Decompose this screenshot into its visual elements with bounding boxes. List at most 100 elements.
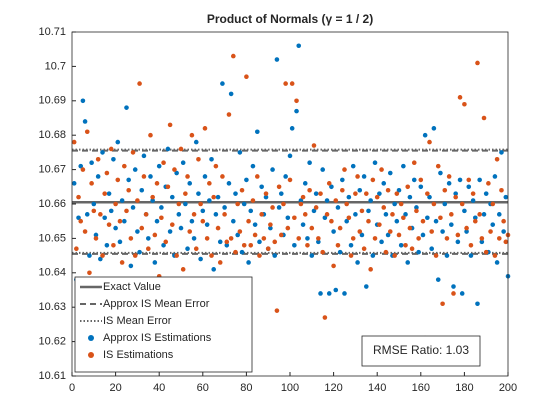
point xyxy=(74,246,79,252)
point xyxy=(233,191,238,196)
point xyxy=(398,242,404,248)
point xyxy=(387,229,393,234)
point xyxy=(433,218,439,224)
point xyxy=(435,163,441,169)
point xyxy=(429,229,435,234)
point xyxy=(248,208,254,214)
point xyxy=(364,284,369,289)
chart-title: Product of Normals (γ = 1 / 2) xyxy=(207,12,373,26)
point xyxy=(468,242,474,248)
point xyxy=(191,236,197,241)
point xyxy=(431,201,437,207)
point xyxy=(163,239,169,245)
point xyxy=(254,174,260,179)
point xyxy=(117,239,123,245)
y-tick-label: 10.67 xyxy=(38,164,66,176)
point xyxy=(324,198,330,203)
point xyxy=(501,229,506,234)
point xyxy=(93,236,99,241)
point xyxy=(95,156,101,162)
point xyxy=(176,212,182,217)
point xyxy=(318,291,323,296)
point xyxy=(411,177,417,183)
point xyxy=(457,95,463,100)
point xyxy=(483,249,489,255)
x-tick-label: 160 xyxy=(412,382,430,394)
point xyxy=(100,150,105,155)
point xyxy=(87,270,92,276)
x-tick-label: 120 xyxy=(324,382,342,394)
point xyxy=(159,215,164,221)
point xyxy=(124,105,129,110)
point xyxy=(407,225,413,231)
x-tick-label: 200 xyxy=(499,382,517,394)
point xyxy=(392,201,397,207)
point xyxy=(440,229,445,234)
point xyxy=(353,191,358,196)
point xyxy=(165,146,171,152)
point xyxy=(442,201,448,207)
point xyxy=(300,222,306,227)
point xyxy=(167,122,173,128)
point xyxy=(494,156,500,162)
point xyxy=(148,132,153,138)
point xyxy=(366,218,371,224)
point xyxy=(372,160,378,166)
point xyxy=(241,242,247,248)
point xyxy=(139,187,145,193)
point xyxy=(361,246,367,252)
point xyxy=(76,215,81,221)
point xyxy=(453,194,458,200)
point xyxy=(344,218,349,224)
point xyxy=(449,212,454,217)
point xyxy=(418,184,424,190)
point xyxy=(71,139,77,145)
point xyxy=(385,187,391,193)
point xyxy=(427,139,432,145)
point xyxy=(196,156,201,162)
y-tick-label: 10.63 xyxy=(38,301,66,313)
point xyxy=(320,249,326,255)
point xyxy=(93,232,99,238)
point xyxy=(385,232,391,238)
point xyxy=(119,198,125,203)
point xyxy=(78,163,84,169)
point xyxy=(414,208,419,214)
point xyxy=(220,81,225,86)
point xyxy=(237,150,243,155)
point xyxy=(198,201,203,207)
point xyxy=(331,263,336,269)
point xyxy=(446,174,452,179)
point xyxy=(235,232,240,238)
point xyxy=(217,239,223,245)
point xyxy=(198,256,203,262)
point xyxy=(207,181,212,186)
point xyxy=(84,129,90,135)
point xyxy=(370,253,376,258)
point xyxy=(202,126,208,131)
point xyxy=(278,232,284,238)
point xyxy=(394,218,400,224)
point xyxy=(455,232,461,238)
point xyxy=(392,253,397,258)
point xyxy=(82,119,88,124)
point xyxy=(200,218,206,224)
point xyxy=(401,215,406,221)
point xyxy=(359,208,365,214)
point xyxy=(106,191,112,196)
point xyxy=(204,222,210,227)
point xyxy=(326,291,332,296)
point xyxy=(217,260,223,265)
point xyxy=(76,194,81,200)
point xyxy=(357,229,363,234)
point xyxy=(329,184,334,190)
point xyxy=(477,177,482,183)
y-tick-label: 10.64 xyxy=(38,267,66,279)
point xyxy=(126,177,131,183)
point xyxy=(226,112,232,117)
point xyxy=(311,208,317,214)
point xyxy=(126,187,131,193)
point xyxy=(501,218,506,224)
point xyxy=(372,236,378,241)
